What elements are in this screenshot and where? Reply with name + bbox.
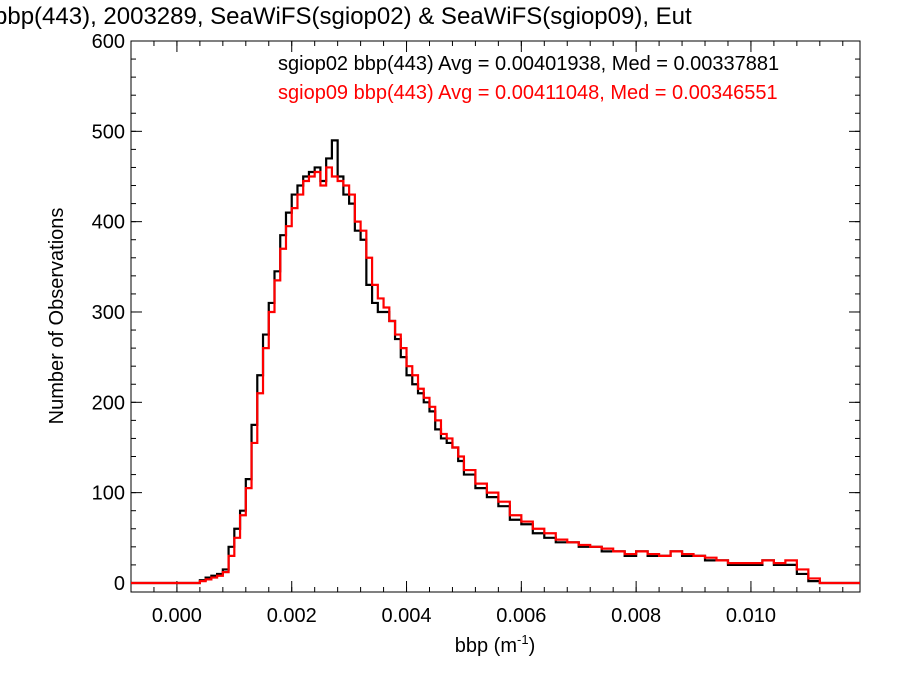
x-tick-label: 0.004 xyxy=(381,605,431,627)
legend-entry-series-2: sgiop09 bbp(443) Avg = 0.00411048, Med =… xyxy=(278,82,778,104)
x-tick-label: 0.002 xyxy=(267,605,317,627)
y-tick-label: 300 xyxy=(92,302,125,324)
series-2-line xyxy=(131,166,860,585)
y-tick-label: 200 xyxy=(92,392,125,414)
chart-title: bbp(443), 2003289, SeaWiFS(sgiop02) & Se… xyxy=(0,3,692,30)
x-tick-label: 0.010 xyxy=(726,605,776,627)
x-axis-label: bbp (m-1) xyxy=(455,632,535,657)
y-tick-label: 0 xyxy=(114,573,125,595)
y-tick-label: 100 xyxy=(92,483,125,505)
x-tick-label: 0.006 xyxy=(496,605,546,627)
plot-area: 0.000 0.002 0.004 0.006 0.008 0.010 0 100 200 300… xyxy=(92,31,861,627)
y-tick-label: 600 xyxy=(92,31,125,53)
x-tick-label: 0.008 xyxy=(611,605,661,627)
y-tick-label: 400 xyxy=(92,212,125,234)
legend-entry-series-1: sgiop02 bbp(443) Avg = 0.00401938, Med =… xyxy=(278,53,779,75)
plot-frame xyxy=(130,40,861,593)
x-tick-label: 0.000 xyxy=(152,605,202,627)
y-axis-label: Number of Observations xyxy=(46,208,68,425)
y-tick-label: 500 xyxy=(92,121,125,143)
